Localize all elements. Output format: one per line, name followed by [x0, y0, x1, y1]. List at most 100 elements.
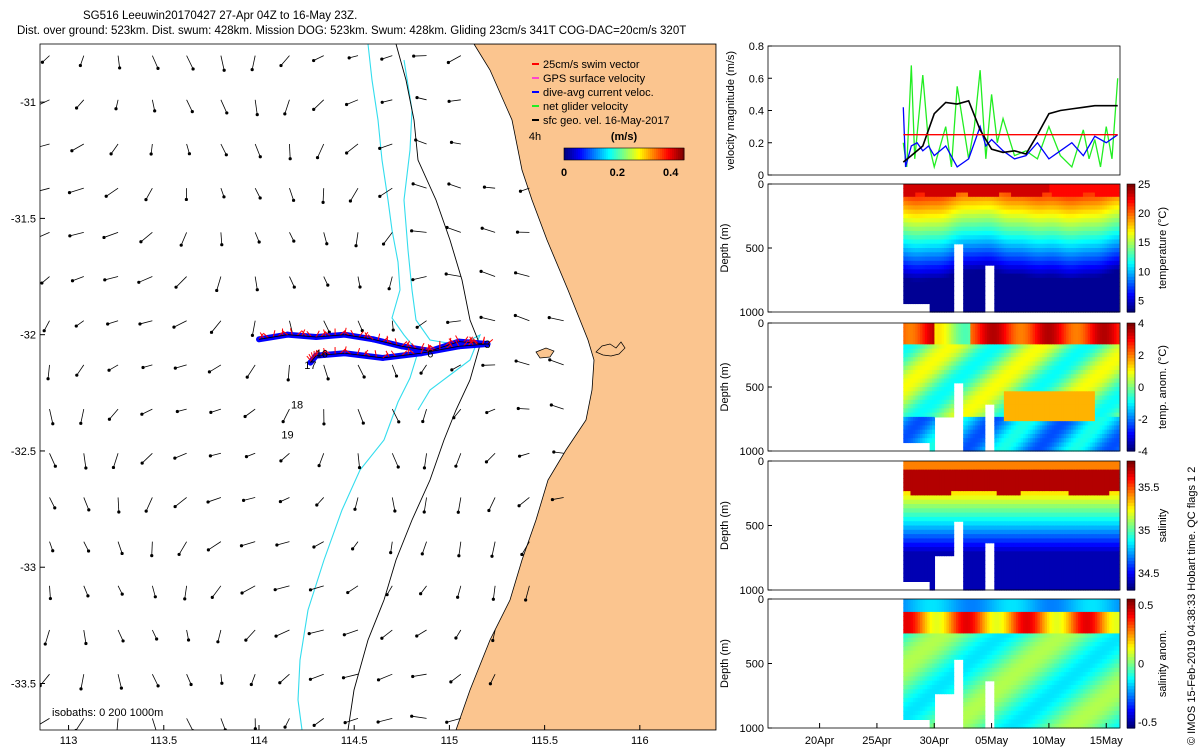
heatmap-cell: [977, 290, 981, 296]
heatmap-cell: [1008, 265, 1012, 270]
heatmap-cell: [1008, 331, 1012, 337]
heatmap-cell: [908, 357, 912, 362]
velocity-arrow-head: [422, 466, 427, 470]
velocity-arrow-head: [102, 235, 106, 240]
heatmap-cell: [908, 209, 912, 215]
heatmap-cell: [1116, 226, 1120, 232]
heatmap-cell: [1092, 282, 1096, 287]
swim-vector: [472, 338, 479, 344]
heatmap-cell: [1013, 442, 1017, 448]
heatmap-cell: [939, 213, 943, 219]
heatmap-cell: [967, 365, 971, 371]
heatmap-cell: [953, 352, 957, 358]
heatmap-cell: [1003, 387, 1007, 392]
heatmap-cell: [963, 239, 967, 245]
heatmap-cell: [1018, 348, 1022, 354]
swim-vector: [455, 335, 460, 342]
velocity-arrow-head: [279, 63, 283, 68]
heatmap-cell: [965, 230, 969, 236]
heatmap-cell: [1035, 412, 1039, 418]
heatmap-cell: [1068, 269, 1072, 275]
heatmap-cell: [903, 184, 907, 189]
heatmap-cell: [903, 282, 907, 287]
heatmap-cell: [920, 205, 924, 211]
heatmap-cell: [1109, 290, 1113, 296]
heatmap-cell: [999, 352, 1003, 358]
heatmap-cell: [948, 256, 952, 262]
heatmap-cell: [1003, 335, 1007, 341]
heatmap-cell: [975, 331, 979, 337]
heatmap-cell: [967, 235, 971, 241]
heatmap-cell: [1070, 192, 1074, 198]
velocity-arrow: [289, 276, 295, 288]
heatmap-cell: [994, 348, 998, 354]
heatmap-cell: [934, 327, 938, 333]
heatmap-cell: [1080, 282, 1084, 287]
heatmap-cell: [1087, 218, 1091, 223]
velocity-arrow-head: [224, 153, 228, 157]
heatmap-cell: [1102, 256, 1106, 262]
heatmap-cell: [936, 256, 940, 262]
heatmap-cell: [967, 226, 971, 232]
heatmap-cell: [977, 327, 981, 333]
heatmap-cell: [1037, 391, 1041, 397]
heatmap-cell: [1015, 433, 1019, 439]
heatmap-cell: [920, 378, 924, 384]
heatmap-cell: [1056, 265, 1060, 270]
heatmap-cell: [1056, 184, 1060, 189]
heatmap-cell: [1066, 303, 1070, 309]
heatmap-cell: [1003, 269, 1007, 275]
sfc-geo-track: [287, 334, 317, 338]
velocity-arrow: [378, 717, 393, 723]
heatmap-cell: [987, 331, 991, 337]
heatmap-cell: [984, 352, 988, 358]
heatmap-cell: [987, 340, 991, 345]
heatmap-cell: [1001, 213, 1005, 219]
heatmap-cell: [951, 387, 955, 392]
heatmap-cell: [1018, 192, 1022, 198]
heatmap-cell: [1032, 425, 1036, 431]
heatmap-cell: [999, 299, 1003, 305]
velocity-arrow-head: [449, 140, 454, 144]
heatmap-cell: [1049, 201, 1053, 206]
heatmap-cell: [989, 230, 993, 236]
heatmap-cell: [1006, 412, 1010, 418]
heatmap-cell: [1068, 294, 1072, 300]
heatmap-cell: [934, 391, 938, 397]
heatmap-cell: [1080, 290, 1084, 296]
heatmap-cell: [999, 226, 1003, 232]
heatmap-cell: [965, 446, 969, 452]
heatmap-cell: [1030, 408, 1034, 414]
heatmap-cell: [908, 348, 912, 354]
heatmap-cell: [1037, 352, 1041, 358]
velocity-arrow-head: [216, 640, 220, 644]
heatmap-cell: [1111, 294, 1115, 300]
velocity-arrow: [151, 629, 157, 640]
heatmap-cell: [1070, 239, 1074, 245]
heatmap-cell: [987, 335, 991, 341]
heatmap-cell: [924, 378, 928, 384]
heatmap-cell: [1056, 235, 1060, 241]
heatmap-cell: [1042, 387, 1046, 392]
heatmap-cell: [922, 374, 926, 380]
heatmap-cell: [1049, 391, 1053, 397]
heatmap-cell: [1018, 248, 1022, 253]
heatmap-cell: [1087, 290, 1091, 296]
heatmap-cell: [979, 299, 983, 305]
heatmap-cell: [972, 433, 976, 439]
velocity-arrow: [480, 316, 496, 322]
heatmap-cell: [975, 196, 979, 202]
heatmap-cell: [989, 192, 993, 198]
heatmap-cell: [922, 188, 926, 194]
heatmap-cell: [1044, 361, 1048, 367]
heatmap-cell: [1025, 323, 1029, 328]
heatmap-cell: [917, 387, 921, 392]
heatmap-cell: [1073, 205, 1077, 211]
heatmap-cell: [975, 323, 979, 328]
heatmap-cell: [1011, 290, 1015, 296]
heatmap-cell: [934, 209, 938, 215]
heatmap-cell: [991, 399, 995, 405]
heatmap-cell: [999, 201, 1003, 206]
heatmap-cell: [975, 352, 979, 358]
heatmap-cell: [905, 256, 909, 262]
